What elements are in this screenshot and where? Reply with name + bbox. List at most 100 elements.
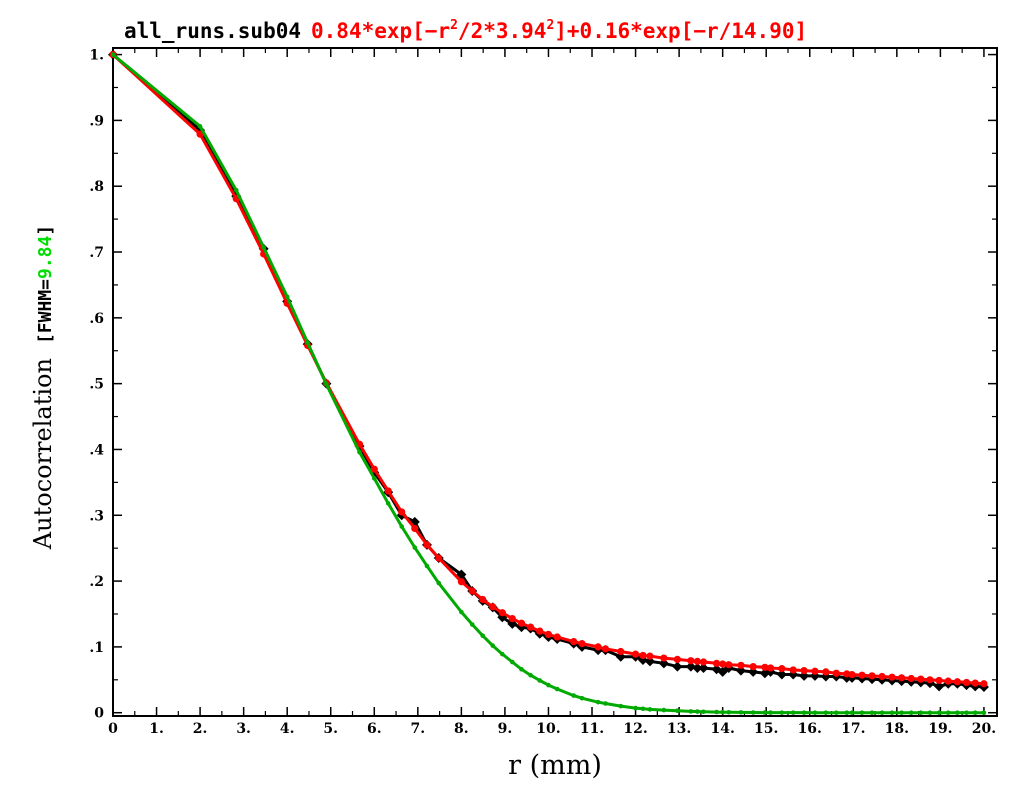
fit-point <box>888 673 896 681</box>
y-tick-label: .1 <box>89 640 104 656</box>
fwhm-suffix: ] <box>35 225 56 236</box>
series-line <box>112 53 984 715</box>
gaussian-point <box>762 710 768 715</box>
gaussian-point <box>357 449 362 455</box>
fit-point <box>907 674 915 683</box>
gaussian-point <box>844 710 850 716</box>
y-tick-label: .8 <box>89 179 104 195</box>
y-tick-label: .7 <box>89 245 104 261</box>
gaussian-point <box>261 245 266 250</box>
x-tick-label: 6. <box>367 721 382 737</box>
x-tick-label: 7. <box>411 721 426 737</box>
fwhm-prefix: [FWHM= <box>35 279 56 344</box>
gaussian-point <box>964 710 969 716</box>
x-tick-label: 16. <box>798 721 822 737</box>
fit-equation-part-1: 0.84*exp[−r <box>311 19 451 43</box>
fit-point <box>517 619 526 627</box>
x-tick-label: 9. <box>498 721 513 737</box>
gaussian-point <box>305 340 310 346</box>
gaussian-point <box>834 710 839 716</box>
y-tick-label: .6 <box>89 311 104 327</box>
y-axis-label: Autocorrelation [FWHM=9.84] <box>29 225 57 550</box>
data-point <box>748 666 759 677</box>
fit-equation-part-3: ]+0.16*exp[−r/14.90] <box>554 19 808 43</box>
fit-point <box>631 650 640 658</box>
fit-point <box>719 660 727 668</box>
x-tick-label: 0 <box>108 721 118 737</box>
fit-point <box>944 677 952 685</box>
gaussian-point <box>633 705 638 711</box>
chart-title: all_runs.sub04 <box>124 19 302 43</box>
gaussian-point <box>469 622 475 627</box>
gaussian-point <box>908 710 914 716</box>
gaussian-point <box>579 695 585 701</box>
gaussian-point <box>726 709 732 715</box>
fit-equation-exponent-1: 2 <box>450 18 458 33</box>
x-tick-label: 2. <box>193 721 208 737</box>
fit-point <box>639 651 647 660</box>
x-tick-label: 20. <box>972 721 996 737</box>
gaussian-point <box>528 672 533 678</box>
gaussian-point <box>701 709 706 715</box>
gaussian-point <box>812 710 818 716</box>
data-point <box>776 669 787 680</box>
fit-point <box>673 655 681 664</box>
fit-point <box>578 640 586 648</box>
fit-point <box>468 587 476 595</box>
data-point <box>615 651 626 662</box>
gaussian-point <box>849 710 855 716</box>
fit-point <box>868 672 876 680</box>
data-point <box>644 656 655 667</box>
fit-point <box>980 680 988 688</box>
fit-point <box>962 678 971 687</box>
data-point <box>658 658 669 669</box>
x-tick-label: 17. <box>841 721 865 737</box>
gaussian-point <box>899 710 904 716</box>
data-point <box>799 670 810 681</box>
data-point <box>735 665 746 676</box>
gaussian-point <box>945 710 951 716</box>
data-point <box>934 681 945 692</box>
fit-point <box>725 661 733 669</box>
y-tick-label: .9 <box>89 113 104 129</box>
series-line <box>111 53 985 686</box>
gaussian-point <box>640 706 646 712</box>
gaussian-point <box>918 710 924 716</box>
fit-point <box>749 663 757 671</box>
gaussian-point <box>823 710 829 716</box>
x-tick-label: 11. <box>580 721 604 737</box>
gaussian-point <box>412 545 418 550</box>
gaussian-point <box>869 710 875 716</box>
gaussian-point <box>936 710 942 716</box>
gaussian-point <box>554 686 560 692</box>
fit-point <box>712 659 721 667</box>
fit-point <box>687 657 695 665</box>
gaussian-point <box>661 707 667 713</box>
y-tick-label: .5 <box>89 377 104 393</box>
gaussian-point <box>436 580 442 586</box>
fit-point <box>617 647 625 656</box>
fit-point <box>411 524 419 533</box>
gaussian-point <box>768 710 773 715</box>
gaussian-point <box>879 710 885 716</box>
gaussian-point <box>480 633 486 639</box>
gaussian-point <box>324 382 329 387</box>
gaussian-point <box>424 563 430 569</box>
gaussian-point <box>284 294 290 300</box>
gaussian-point <box>695 709 700 714</box>
chart-title-line: all_runs.sub04 0.84*exp[−r2/2*3.942]+0.16… <box>124 17 807 45</box>
x-tick-label: 14. <box>710 721 734 737</box>
x-tick-label: 5. <box>323 721 338 737</box>
gaussian-point <box>738 710 744 715</box>
gaussian-point <box>955 710 960 716</box>
fit-point <box>822 668 830 676</box>
fit-point <box>848 670 856 679</box>
fit-point <box>761 663 769 671</box>
x-tick-label: 1. <box>149 721 164 737</box>
gaussian-point <box>889 710 895 716</box>
gaussian-point <box>371 476 377 481</box>
fit-series <box>109 50 988 688</box>
fit-point <box>699 658 708 666</box>
fit-point <box>971 679 979 687</box>
